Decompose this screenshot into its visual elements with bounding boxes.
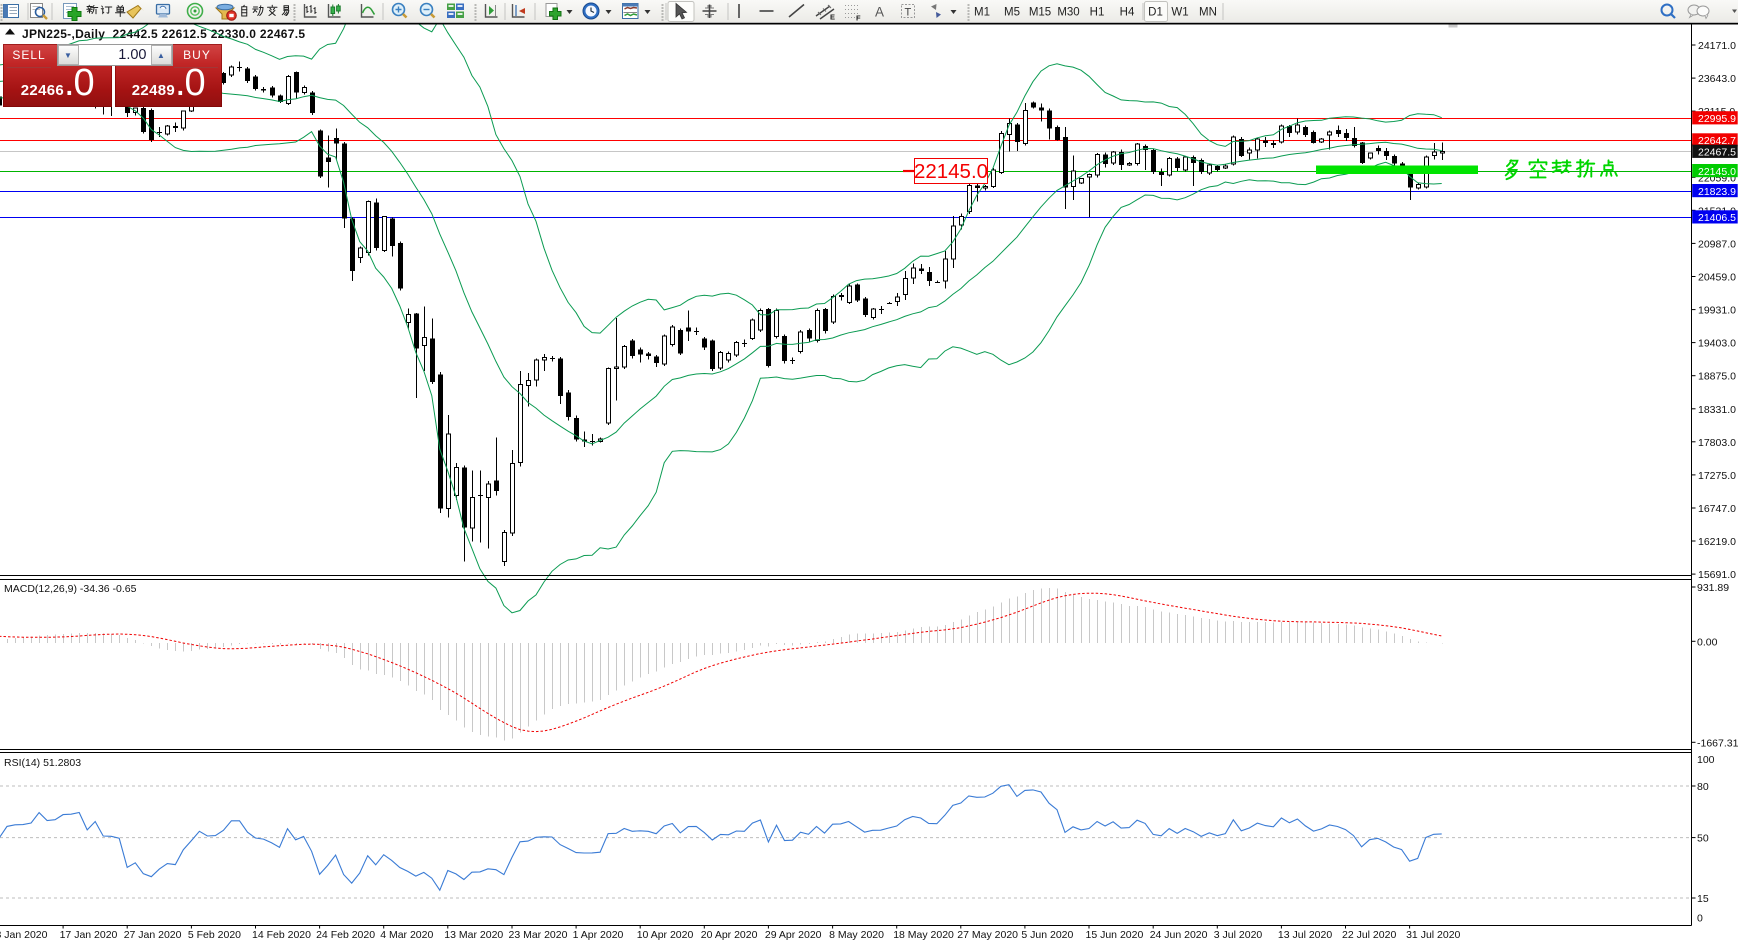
svg-text:H4: H4 <box>1120 7 1135 19</box>
svg-text:H1: H1 <box>1090 7 1105 19</box>
svg-text:T: T <box>905 7 912 19</box>
svg-text:14 Feb 2020: 14 Feb 2020 <box>252 929 311 941</box>
svg-text:15691.0: 15691.0 <box>1698 569 1736 581</box>
svg-text:17275.0: 17275.0 <box>1698 470 1736 482</box>
svg-text:W1: W1 <box>1171 7 1188 19</box>
svg-text:18 May 2020: 18 May 2020 <box>893 929 954 941</box>
svg-text:931.89: 931.89 <box>1697 582 1729 594</box>
svg-text:18875.0: 18875.0 <box>1698 371 1736 383</box>
svg-text:16747.0: 16747.0 <box>1698 503 1736 515</box>
svg-text:22145.0: 22145.0 <box>1698 166 1736 178</box>
svg-text:23 Mar 2020: 23 Mar 2020 <box>509 929 568 941</box>
svg-text:19403.0: 19403.0 <box>1698 338 1736 350</box>
svg-text:1 Apr 2020: 1 Apr 2020 <box>573 929 624 941</box>
svg-text:0.00: 0.00 <box>1697 636 1718 648</box>
svg-text:5 Jun 2020: 5 Jun 2020 <box>1021 929 1073 941</box>
svg-text:17803.0: 17803.0 <box>1698 437 1736 449</box>
svg-text:19931.0: 19931.0 <box>1698 305 1736 317</box>
svg-text:80: 80 <box>1697 781 1709 793</box>
svg-text:8 May 2020: 8 May 2020 <box>829 929 884 941</box>
svg-text:20987.0: 20987.0 <box>1698 238 1736 250</box>
svg-text:M5: M5 <box>1004 7 1020 19</box>
svg-text:15 Jun 2020: 15 Jun 2020 <box>1086 929 1144 941</box>
svg-text:M1: M1 <box>974 7 990 19</box>
svg-text:4 Mar 2020: 4 Mar 2020 <box>380 929 433 941</box>
svg-text:24 Feb 2020: 24 Feb 2020 <box>316 929 375 941</box>
svg-text:20 Apr 2020: 20 Apr 2020 <box>701 929 758 941</box>
svg-text:18331.0: 18331.0 <box>1698 404 1736 416</box>
svg-text:8 Jan 2020: 8 Jan 2020 <box>0 929 48 941</box>
svg-text:F: F <box>856 14 861 23</box>
svg-text:21406.5: 21406.5 <box>1698 212 1736 224</box>
svg-text:20459.0: 20459.0 <box>1698 272 1736 284</box>
svg-text:D1: D1 <box>1148 7 1163 19</box>
svg-text:M30: M30 <box>1057 7 1079 19</box>
svg-text:100: 100 <box>1697 754 1715 766</box>
svg-text:MACD(12,26,9) -34.36 -0.65: MACD(12,26,9) -34.36 -0.65 <box>4 583 137 595</box>
svg-text:MN: MN <box>1199 7 1217 19</box>
svg-text:3 Jul 2020: 3 Jul 2020 <box>1214 929 1263 941</box>
svg-text:31 Jul 2020: 31 Jul 2020 <box>1406 929 1460 941</box>
svg-text:22642.7: 22642.7 <box>1698 135 1736 147</box>
svg-text:22 Jul 2020: 22 Jul 2020 <box>1342 929 1396 941</box>
svg-text:A: A <box>875 5 884 20</box>
svg-text:27 May 2020: 27 May 2020 <box>957 929 1018 941</box>
svg-text:-1667.31: -1667.31 <box>1697 737 1738 749</box>
svg-text:29 Apr 2020: 29 Apr 2020 <box>765 929 822 941</box>
svg-text:21823.9: 21823.9 <box>1698 186 1736 198</box>
svg-text:22145.0: 22145.0 <box>914 160 988 183</box>
svg-text:JPN225-,Daily 22442.5 22612.5: JPN225-,Daily 22442.5 22612.5 22330.0 22… <box>22 27 305 41</box>
svg-text:M15: M15 <box>1029 7 1051 19</box>
svg-text:24171.0: 24171.0 <box>1698 40 1736 52</box>
svg-text:22995.9: 22995.9 <box>1698 113 1736 125</box>
svg-text:16219.0: 16219.0 <box>1698 536 1736 548</box>
svg-text:E: E <box>830 13 835 22</box>
svg-text:50: 50 <box>1697 833 1709 845</box>
svg-text:13 Jul 2020: 13 Jul 2020 <box>1278 929 1332 941</box>
svg-text:13 Mar 2020: 13 Mar 2020 <box>444 929 503 941</box>
svg-text:23643.0: 23643.0 <box>1698 73 1736 85</box>
svg-text:RSI(14) 51.2803: RSI(14) 51.2803 <box>4 757 81 769</box>
svg-text:22467.5: 22467.5 <box>1698 147 1736 159</box>
svg-text:15: 15 <box>1697 893 1709 905</box>
svg-text:0: 0 <box>1697 912 1703 924</box>
svg-text:24 Jun 2020: 24 Jun 2020 <box>1150 929 1208 941</box>
svg-text:17 Jan 2020: 17 Jan 2020 <box>60 929 118 941</box>
svg-text:27 Jan 2020: 27 Jan 2020 <box>124 929 182 941</box>
svg-text:10 Apr 2020: 10 Apr 2020 <box>637 929 694 941</box>
svg-text:5 Feb 2020: 5 Feb 2020 <box>188 929 241 941</box>
